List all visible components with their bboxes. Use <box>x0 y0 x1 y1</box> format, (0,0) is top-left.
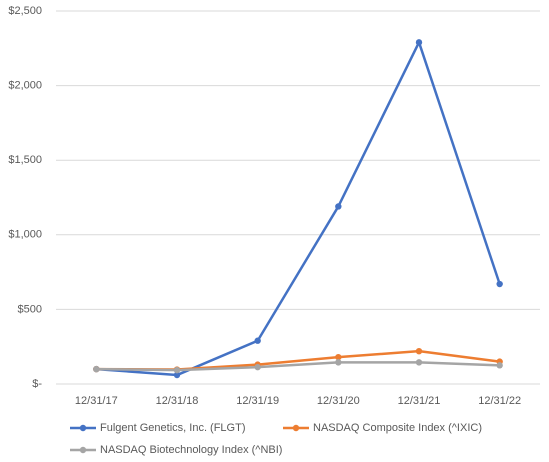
legend-marker <box>79 424 87 432</box>
x-tick-label: 12/31/17 <box>75 395 118 407</box>
x-tick-label: 12/31/22 <box>478 395 521 407</box>
x-tick-label: 12/31/18 <box>156 395 199 407</box>
data-point <box>415 359 423 366</box>
series-line <box>96 41 501 377</box>
y-tick-label: $1,000 <box>8 229 42 241</box>
data-point <box>415 347 423 355</box>
x-tick-label: 12/31/19 <box>236 395 279 407</box>
data-point <box>93 365 100 373</box>
y-tick-label: $1,500 <box>8 154 42 166</box>
legend-label: Fulgent Genetics, Inc. (FLGT) <box>100 422 246 434</box>
data-point <box>254 337 261 344</box>
data-point <box>173 371 181 379</box>
x-tick-label: 12/31/21 <box>398 395 441 407</box>
legend-marker <box>79 446 87 454</box>
data-point <box>496 280 503 288</box>
data-point <box>254 363 261 371</box>
data-point <box>496 362 503 369</box>
y-tick-label: $- <box>32 378 42 390</box>
legend-label: NASDAQ Biotechnology Index (^NBI) <box>100 444 282 456</box>
legend-label: NASDAQ Composite Index (^IXIC) <box>313 422 482 434</box>
series-line <box>96 349 500 371</box>
legend-marker <box>292 424 300 432</box>
data-point <box>335 359 342 366</box>
data-point <box>173 366 181 374</box>
data-point <box>335 203 342 210</box>
data-point <box>415 39 423 46</box>
x-tick-label: 12/31/20 <box>317 395 360 407</box>
y-tick-label: $2,000 <box>8 80 42 92</box>
data-point <box>335 353 342 361</box>
y-tick-label: $500 <box>18 303 42 315</box>
series-line <box>96 361 500 372</box>
y-tick-label: $2,500 <box>8 5 42 17</box>
